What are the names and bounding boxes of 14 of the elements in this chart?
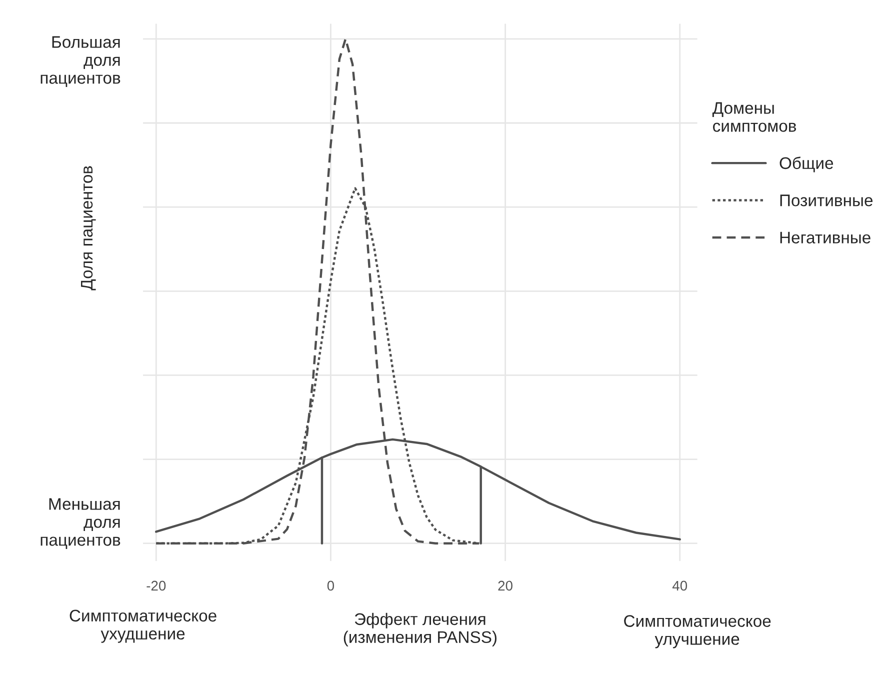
x-tick-label: 0 <box>327 580 334 591</box>
legend-label: Позитивные <box>780 194 873 206</box>
x-tick-label: 20 <box>498 580 512 591</box>
text: Симптоматическое улучшение <box>624 615 771 648</box>
x-axis-title: Эффект лечения (изменения PANSS) <box>344 612 496 646</box>
text: Симптоматическое ухудшение <box>70 610 216 643</box>
text: Большая доля пациентов <box>40 36 120 87</box>
legend-label: Негативные <box>780 232 870 244</box>
x-tick-label: -20 <box>146 580 166 591</box>
legend-label: Общие <box>780 156 834 172</box>
x-tick-label: 40 <box>672 580 688 591</box>
legend-title: Домены симптомов <box>712 102 796 132</box>
y-axis-title: Доля пациентов <box>81 166 96 290</box>
text: Меньшая доля пациентов <box>40 498 120 549</box>
